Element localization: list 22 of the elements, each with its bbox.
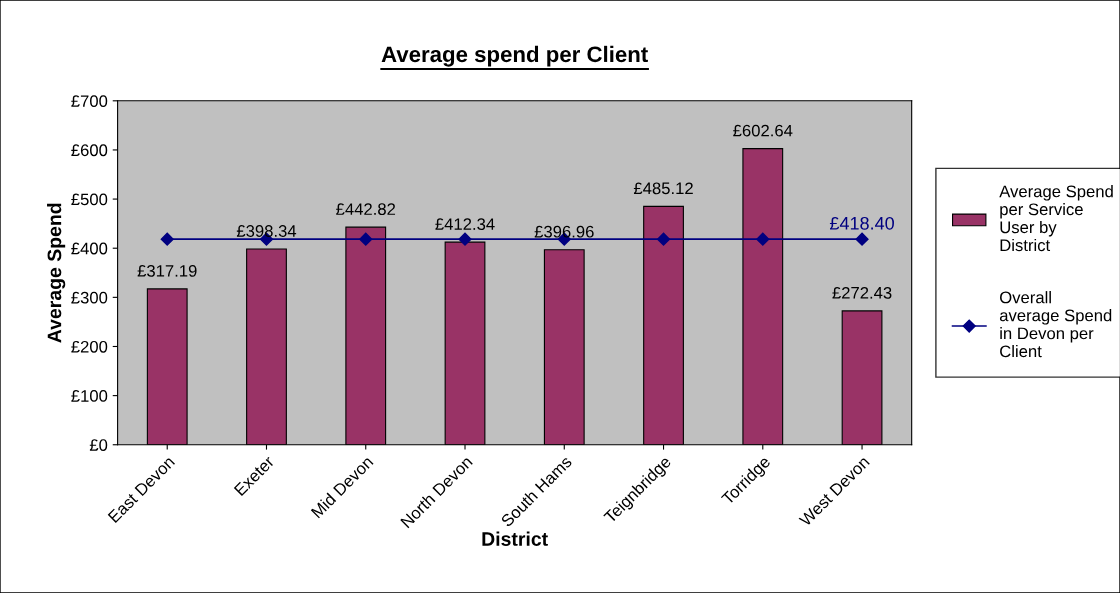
y-tick-label: £300 <box>71 291 108 304</box>
data-label: £602.64 <box>733 124 793 137</box>
data-label: £398.34 <box>236 225 297 237</box>
data-label: £418.40 <box>829 216 894 230</box>
y-axis-title: Average Spend <box>47 203 66 343</box>
data-label: £485.12 <box>633 182 693 195</box>
y-tick-label: £700 <box>71 95 108 108</box>
y-tick-label: £100 <box>71 390 108 402</box>
y-tick-label: £0 <box>89 439 108 451</box>
y-tick-label: £500 <box>71 193 108 206</box>
data-label: £396.96 <box>534 225 594 238</box>
chart-title: Average spend per Client <box>381 45 648 67</box>
legend-label: Average Spend per Service User by District <box>999 185 1113 252</box>
data-label: £317.19 <box>137 264 197 277</box>
y-tick-label: £400 <box>71 242 108 255</box>
y-tick-label: £600 <box>71 144 108 157</box>
data-label: £442.82 <box>336 203 396 216</box>
data-label: £272.43 <box>832 286 892 299</box>
y-tick-label: £200 <box>71 340 108 353</box>
legend-label: Overall average Spend in Devon per Client <box>999 291 1112 358</box>
x-axis-title: District <box>482 531 548 546</box>
data-label: £412.34 <box>435 218 495 231</box>
